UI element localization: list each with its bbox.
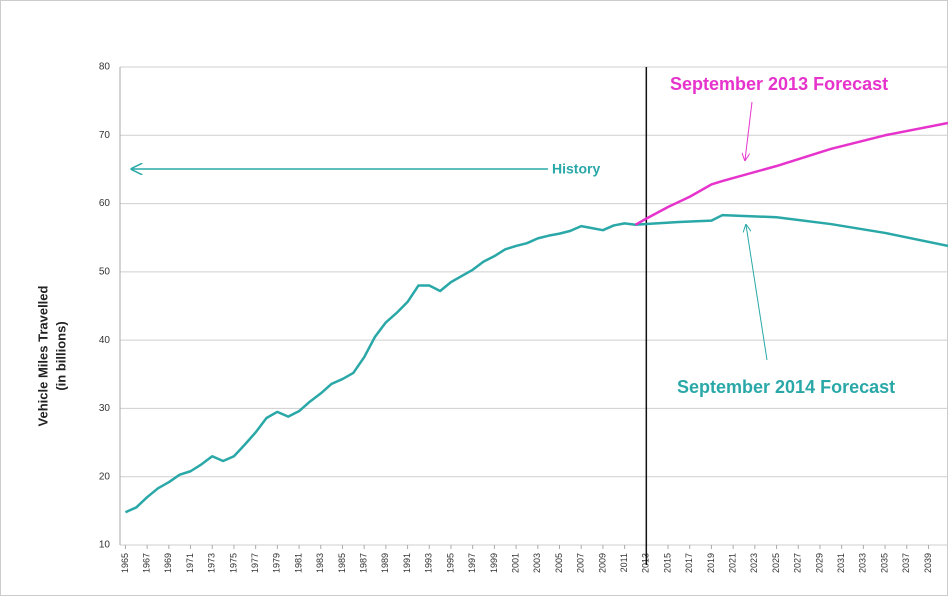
series-line bbox=[124, 222, 647, 514]
arrow bbox=[745, 101, 753, 160]
series-line bbox=[646, 213, 948, 248]
y-label-line: (in billions) bbox=[53, 321, 68, 390]
x-tick-label: 1965 bbox=[120, 553, 130, 573]
y-tick-label: 30 bbox=[99, 403, 111, 414]
x-tick-label: 1989 bbox=[380, 553, 390, 573]
x-tick-label: 2007 bbox=[576, 553, 586, 573]
x-tick-label: 1981 bbox=[293, 553, 303, 573]
x-tick-label: 2015 bbox=[662, 553, 672, 573]
x-tick-label: 1971 bbox=[185, 553, 195, 573]
x-tick-label: 1973 bbox=[207, 553, 217, 573]
x-tick-label: 1987 bbox=[359, 553, 369, 573]
x-tick-label: 2033 bbox=[858, 553, 868, 573]
series-line bbox=[634, 121, 948, 226]
annotation: History bbox=[552, 161, 600, 177]
y-label-line: Vehicle Miles Travelled bbox=[35, 285, 50, 426]
x-tick-label: 2011 bbox=[619, 553, 629, 572]
x-tick-label: 1991 bbox=[402, 553, 412, 573]
x-tick-label: 2035 bbox=[879, 553, 889, 573]
y-tick-label: 80 bbox=[99, 62, 111, 73]
y-axis-label: Vehicle Miles Travelled (in billions) bbox=[35, 285, 68, 426]
x-tick-label: 2031 bbox=[836, 553, 846, 573]
x-tick-label: 1969 bbox=[163, 553, 173, 573]
x-tick-label: 2009 bbox=[597, 553, 607, 573]
x-tick-label: 2037 bbox=[901, 553, 911, 573]
x-tick-label: 1967 bbox=[142, 553, 152, 573]
x-tick-label: 1995 bbox=[445, 553, 455, 573]
y-tick-label: 20 bbox=[99, 471, 111, 482]
y-tick-label: 10 bbox=[99, 540, 111, 551]
x-tick-label: 2017 bbox=[684, 553, 694, 573]
x-tick-label: 1993 bbox=[424, 553, 434, 573]
x-tick-label: 1999 bbox=[489, 553, 499, 573]
x-tick-label: 2001 bbox=[510, 553, 520, 573]
x-tick-label: 2021 bbox=[728, 553, 738, 573]
x-tick-label: 1985 bbox=[337, 553, 347, 573]
x-tick-label: 2003 bbox=[532, 553, 542, 573]
x-tick-label: 2023 bbox=[749, 553, 759, 573]
x-tick-label: 2039 bbox=[923, 553, 933, 573]
annotation: September 2013 Forecast bbox=[670, 74, 888, 94]
x-tick-label: 1979 bbox=[272, 553, 282, 573]
annotation: September 2014 Forecast bbox=[677, 377, 895, 397]
x-tick-label: 2019 bbox=[706, 553, 716, 573]
x-tick-label: 1997 bbox=[467, 553, 477, 573]
x-tick-label: 1975 bbox=[228, 553, 238, 573]
y-tick-label: 70 bbox=[99, 130, 111, 141]
x-tick-label: 2029 bbox=[814, 553, 824, 573]
y-tick-label: 60 bbox=[99, 198, 111, 209]
x-tick-label: 2027 bbox=[793, 553, 803, 573]
y-tick-label: 40 bbox=[99, 335, 111, 346]
x-tick-label: 1977 bbox=[250, 553, 260, 573]
x-tick-label: 2025 bbox=[771, 553, 781, 573]
x-tick-label: 2005 bbox=[554, 553, 564, 573]
arrow bbox=[746, 225, 768, 361]
y-tick-label: 50 bbox=[99, 266, 111, 277]
x-tick-label: 1983 bbox=[315, 553, 325, 573]
